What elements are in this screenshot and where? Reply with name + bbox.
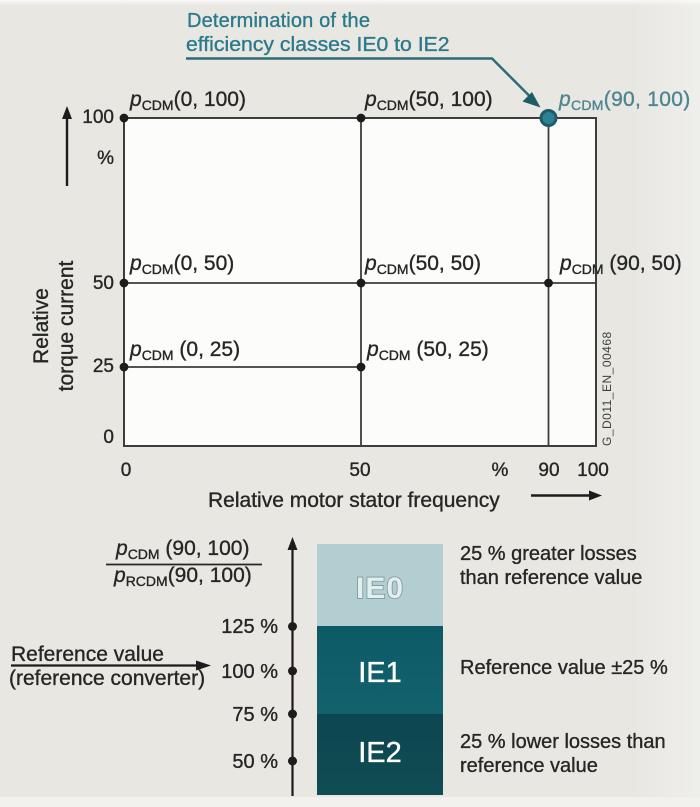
svg-text:G_D011_EN_00468: G_D011_EN_00468 — [600, 331, 614, 446]
svg-text:IE0: IE0 — [356, 572, 404, 605]
